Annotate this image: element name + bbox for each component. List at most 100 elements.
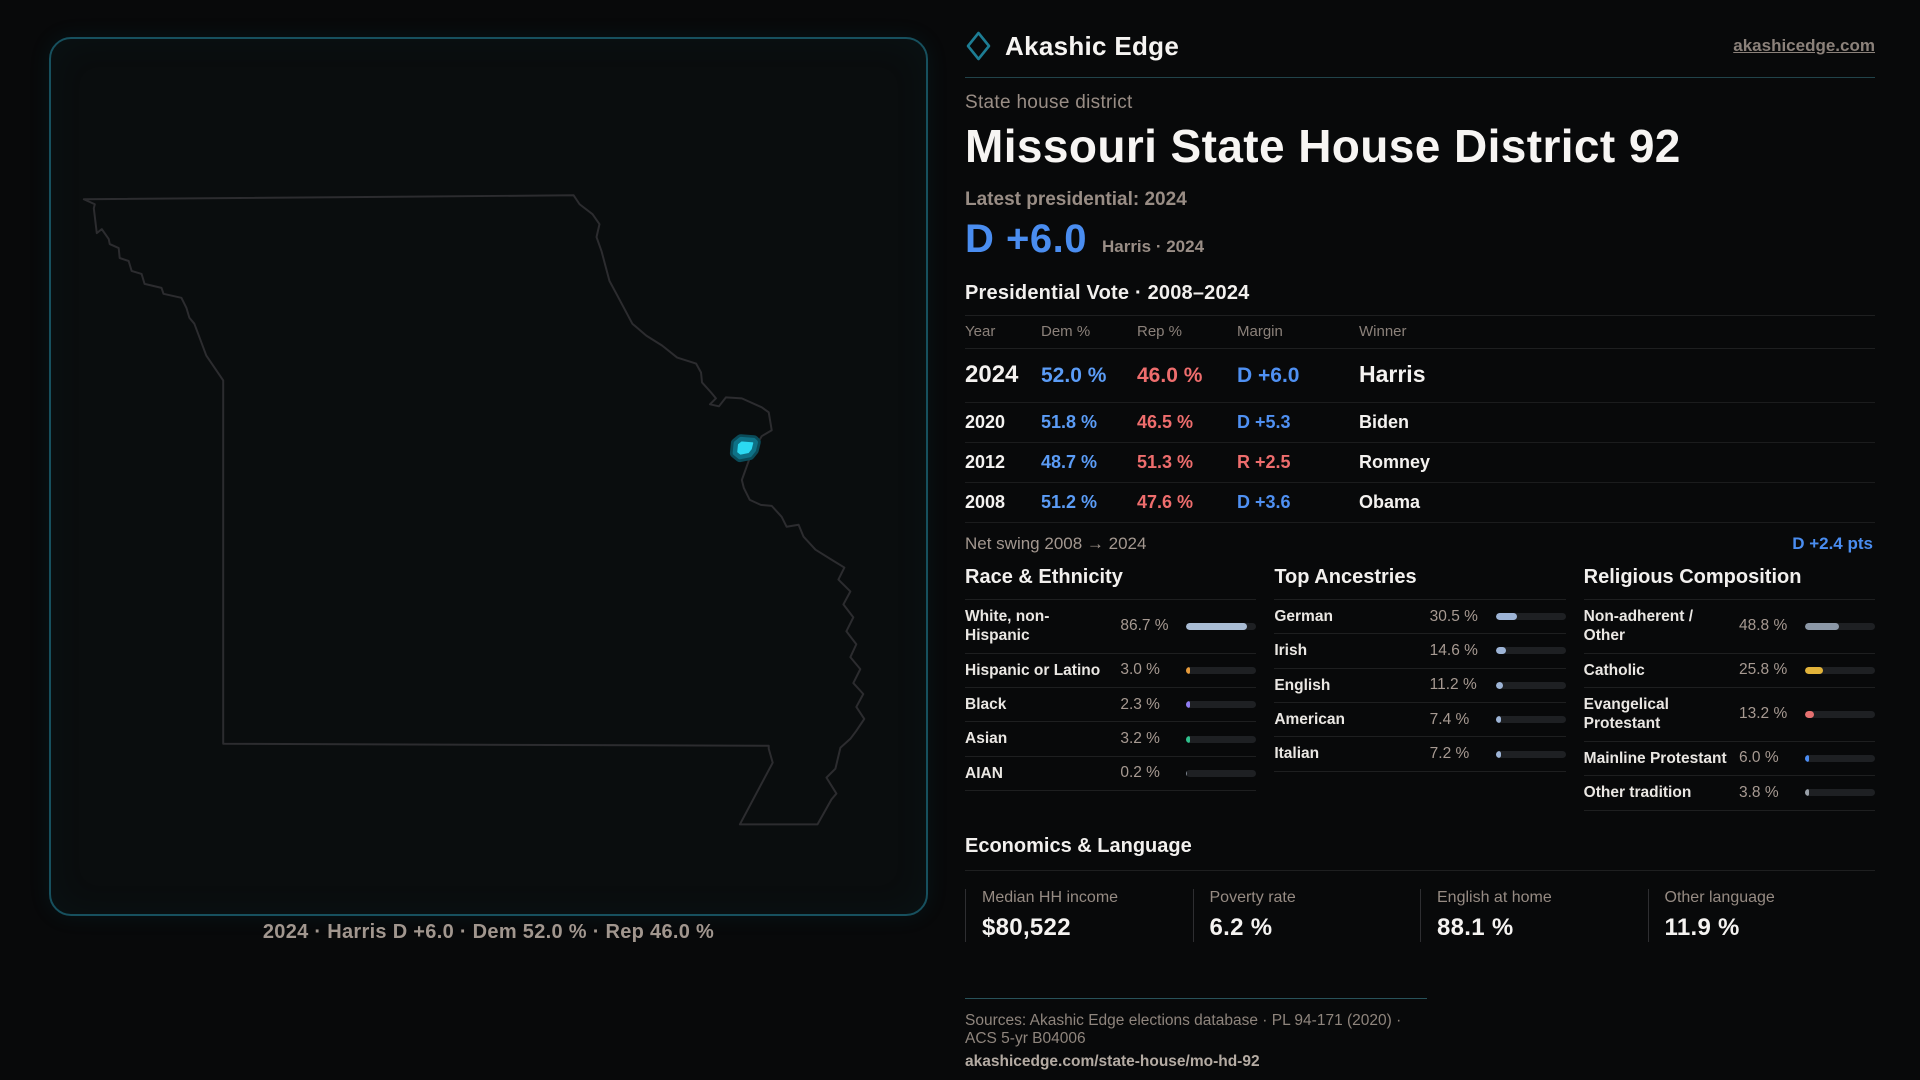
missouri-map bbox=[82, 194, 866, 826]
cell-margin: R +2.5 bbox=[1237, 451, 1291, 472]
demo-label: Other tradition bbox=[1583, 784, 1692, 802]
demo-label: Hispanic or Latino bbox=[965, 661, 1101, 679]
cell-year: 2024 bbox=[965, 360, 1019, 388]
stat-value: 6.2 % bbox=[1209, 913, 1273, 941]
table-row: 2020 51.8 % 46.5 % D +5.3 Biden bbox=[965, 403, 1875, 443]
stat-value: $80,522 bbox=[982, 913, 1071, 941]
brand-domain-link[interactable]: akashicedge.com bbox=[1733, 36, 1875, 55]
demo-label: Italian bbox=[1274, 745, 1320, 763]
section-religious-composition: Religious Composition Non-adherent / Oth… bbox=[1583, 566, 1875, 811]
cell-margin: D +3.6 bbox=[1237, 491, 1291, 512]
demo-bar bbox=[1495, 681, 1566, 689]
brand: Akashic Edge bbox=[965, 30, 1179, 62]
demographic-row: American 7.4 % bbox=[1274, 703, 1566, 738]
demo-label: English bbox=[1274, 676, 1331, 694]
demo-value: 7.2 % bbox=[1429, 745, 1470, 763]
col-winner: Winner bbox=[1359, 322, 1407, 340]
demo-bar bbox=[1805, 789, 1875, 797]
demo-bar bbox=[1186, 622, 1257, 630]
table-row: 2008 51.2 % 47.6 % D +3.6 Obama bbox=[965, 483, 1875, 523]
stat-label: Poverty rate bbox=[1209, 888, 1296, 906]
demo-label: Evangelical Protestant bbox=[1583, 696, 1669, 733]
latest-margin-row: D +6.0 Harris · 2024 bbox=[965, 217, 1875, 262]
demo-value: 30.5 % bbox=[1429, 607, 1478, 625]
demo-bar bbox=[1186, 735, 1257, 743]
demo-bar bbox=[1805, 710, 1875, 718]
cell-winner: Romney bbox=[1359, 451, 1431, 472]
demographic-row: German 30.5 % bbox=[1274, 600, 1566, 635]
demographic-row: Evangelical Protestant 13.2 % bbox=[1583, 688, 1875, 742]
net-swing-label: Net swing 2008 → 2024 bbox=[965, 533, 1147, 553]
cell-winner: Biden bbox=[1359, 411, 1410, 432]
stat-label: Other language bbox=[1664, 888, 1775, 906]
demographic-row: AIAN 0.2 % bbox=[965, 757, 1257, 792]
stat-card: English at home 88.1 % bbox=[1420, 888, 1648, 942]
vote-table-title: Presidential Vote · 2008–2024 bbox=[965, 281, 1250, 304]
footer-sources: Sources: Akashic Edge elections database… bbox=[965, 1011, 1402, 1047]
demographic-row: English 11.2 % bbox=[1274, 669, 1566, 704]
demo-bar bbox=[1495, 750, 1566, 758]
cell-rep-pct: 51.3 % bbox=[1137, 451, 1194, 472]
demo-label: American bbox=[1274, 711, 1345, 729]
diamond-logo-icon bbox=[966, 31, 991, 61]
demographic-row: Other tradition 3.8 % bbox=[1583, 776, 1875, 811]
cell-rep-pct: 46.5 % bbox=[1137, 411, 1194, 432]
section-top-ancestries: Top Ancestries German 30.5 % Irish 14.6 … bbox=[1274, 565, 1566, 811]
col-margin: Margin bbox=[1237, 322, 1283, 340]
brand-name: Akashic Edge bbox=[1005, 30, 1180, 61]
cell-dem-pct: 51.8 % bbox=[1041, 411, 1098, 432]
demo-value: 2.3 % bbox=[1120, 695, 1160, 713]
demographic-row: Catholic 25.8 % bbox=[1583, 654, 1875, 689]
cell-margin: D +5.3 bbox=[1237, 411, 1291, 432]
demo-bar bbox=[1186, 769, 1257, 777]
demographic-row: Non-adherent / Other 48.8 % bbox=[1583, 600, 1875, 654]
cell-dem-pct: 52.0 % bbox=[1041, 363, 1107, 387]
demo-value: 3.2 % bbox=[1120, 730, 1160, 748]
demo-value: 0.2 % bbox=[1120, 764, 1160, 782]
demo-bar bbox=[1805, 666, 1875, 674]
stat-label: English at home bbox=[1437, 888, 1552, 906]
demo-bar bbox=[1805, 622, 1875, 630]
col-rep: Rep % bbox=[1137, 322, 1183, 340]
demo-value: 3.8 % bbox=[1739, 783, 1779, 801]
economics-title: Economics & Language bbox=[965, 835, 1875, 871]
demo-value: 25.8 % bbox=[1739, 661, 1788, 679]
demo-value: 6.0 % bbox=[1739, 749, 1779, 767]
demo-value: 48.8 % bbox=[1739, 617, 1788, 635]
demographic-row: Italian 7.2 % bbox=[1274, 737, 1566, 772]
demo-label: AIAN bbox=[965, 764, 1003, 782]
cell-dem-pct: 48.7 % bbox=[1041, 451, 1098, 472]
cell-winner: Harris bbox=[1359, 360, 1426, 387]
demo-bar bbox=[1495, 716, 1566, 724]
demographic-row: Black 2.3 % bbox=[965, 688, 1257, 723]
footer-permalink[interactable]: akashicedge.com/state-house/mo-hd-92 bbox=[965, 1052, 1260, 1070]
cell-winner: Obama bbox=[1359, 491, 1421, 512]
stat-card: Poverty rate 6.2 % bbox=[1192, 888, 1421, 942]
latest-margin-context: Harris · 2024 bbox=[1101, 236, 1205, 256]
demo-label: Non-adherent / Other bbox=[1583, 607, 1694, 645]
demographic-row: Irish 14.6 % bbox=[1274, 634, 1566, 669]
cell-year: 2008 bbox=[965, 491, 1006, 512]
demographic-row: Asian 3.2 % bbox=[965, 722, 1257, 757]
latest-margin-value: D +6.0 bbox=[965, 216, 1087, 261]
section-race-ethnicity: Race & Ethnicity White, non-Hispanic 86.… bbox=[965, 565, 1257, 811]
demo-bar bbox=[1186, 701, 1257, 709]
section-title: Top Ancestries bbox=[1274, 565, 1417, 588]
district-92-shape[interactable] bbox=[732, 436, 759, 460]
demo-label: Asian bbox=[965, 730, 1008, 748]
demographic-row: Mainline Protestant 6.0 % bbox=[1583, 742, 1875, 777]
demo-bar bbox=[1186, 666, 1257, 674]
missouri-outline bbox=[82, 194, 866, 826]
section-title: Race & Ethnicity bbox=[965, 565, 1123, 588]
cell-rep-pct: 47.6 % bbox=[1137, 491, 1194, 512]
demo-bar bbox=[1805, 754, 1875, 762]
demographic-row: Hispanic or Latino 3.0 % bbox=[965, 654, 1257, 689]
table-row: 2024 52.0 % 46.0 % D +6.0 Harris bbox=[965, 349, 1875, 403]
presidential-vote-table: Year Dem % Rep % Margin Winner 2024 52.0… bbox=[965, 314, 1875, 523]
demo-bar bbox=[1495, 647, 1566, 655]
demo-label: Irish bbox=[1274, 642, 1308, 660]
table-header-row: Year Dem % Rep % Margin Winner bbox=[965, 314, 1875, 349]
demo-value: 86.7 % bbox=[1120, 617, 1169, 635]
report-column: Akashic Edge akashicedge.com State house… bbox=[965, 30, 1875, 1071]
